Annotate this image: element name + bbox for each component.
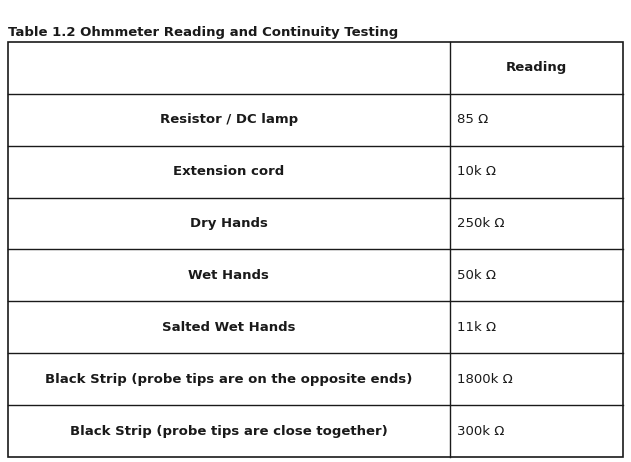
Text: Salted Wet Hands: Salted Wet Hands	[162, 321, 295, 334]
Text: 50k Ω: 50k Ω	[457, 269, 497, 282]
Text: 85 Ω: 85 Ω	[457, 113, 488, 126]
Text: 10k Ω: 10k Ω	[457, 165, 497, 178]
Text: Extension cord: Extension cord	[173, 165, 285, 178]
Text: Black Strip (probe tips are close together): Black Strip (probe tips are close togeth…	[70, 425, 387, 438]
Text: 1800k Ω: 1800k Ω	[457, 373, 513, 386]
Text: Dry Hands: Dry Hands	[190, 217, 268, 230]
Text: Black Strip (probe tips are on the opposite ends): Black Strip (probe tips are on the oppos…	[45, 373, 412, 386]
Text: Resistor / DC lamp: Resistor / DC lamp	[160, 113, 298, 126]
Text: Reading: Reading	[506, 61, 567, 74]
Text: 300k Ω: 300k Ω	[457, 425, 505, 438]
Text: Table 1.2 Ohmmeter Reading and Continuity Testing: Table 1.2 Ohmmeter Reading and Continuit…	[8, 26, 398, 39]
Text: 11k Ω: 11k Ω	[457, 321, 497, 334]
Text: 250k Ω: 250k Ω	[457, 217, 505, 230]
Text: Wet Hands: Wet Hands	[188, 269, 269, 282]
